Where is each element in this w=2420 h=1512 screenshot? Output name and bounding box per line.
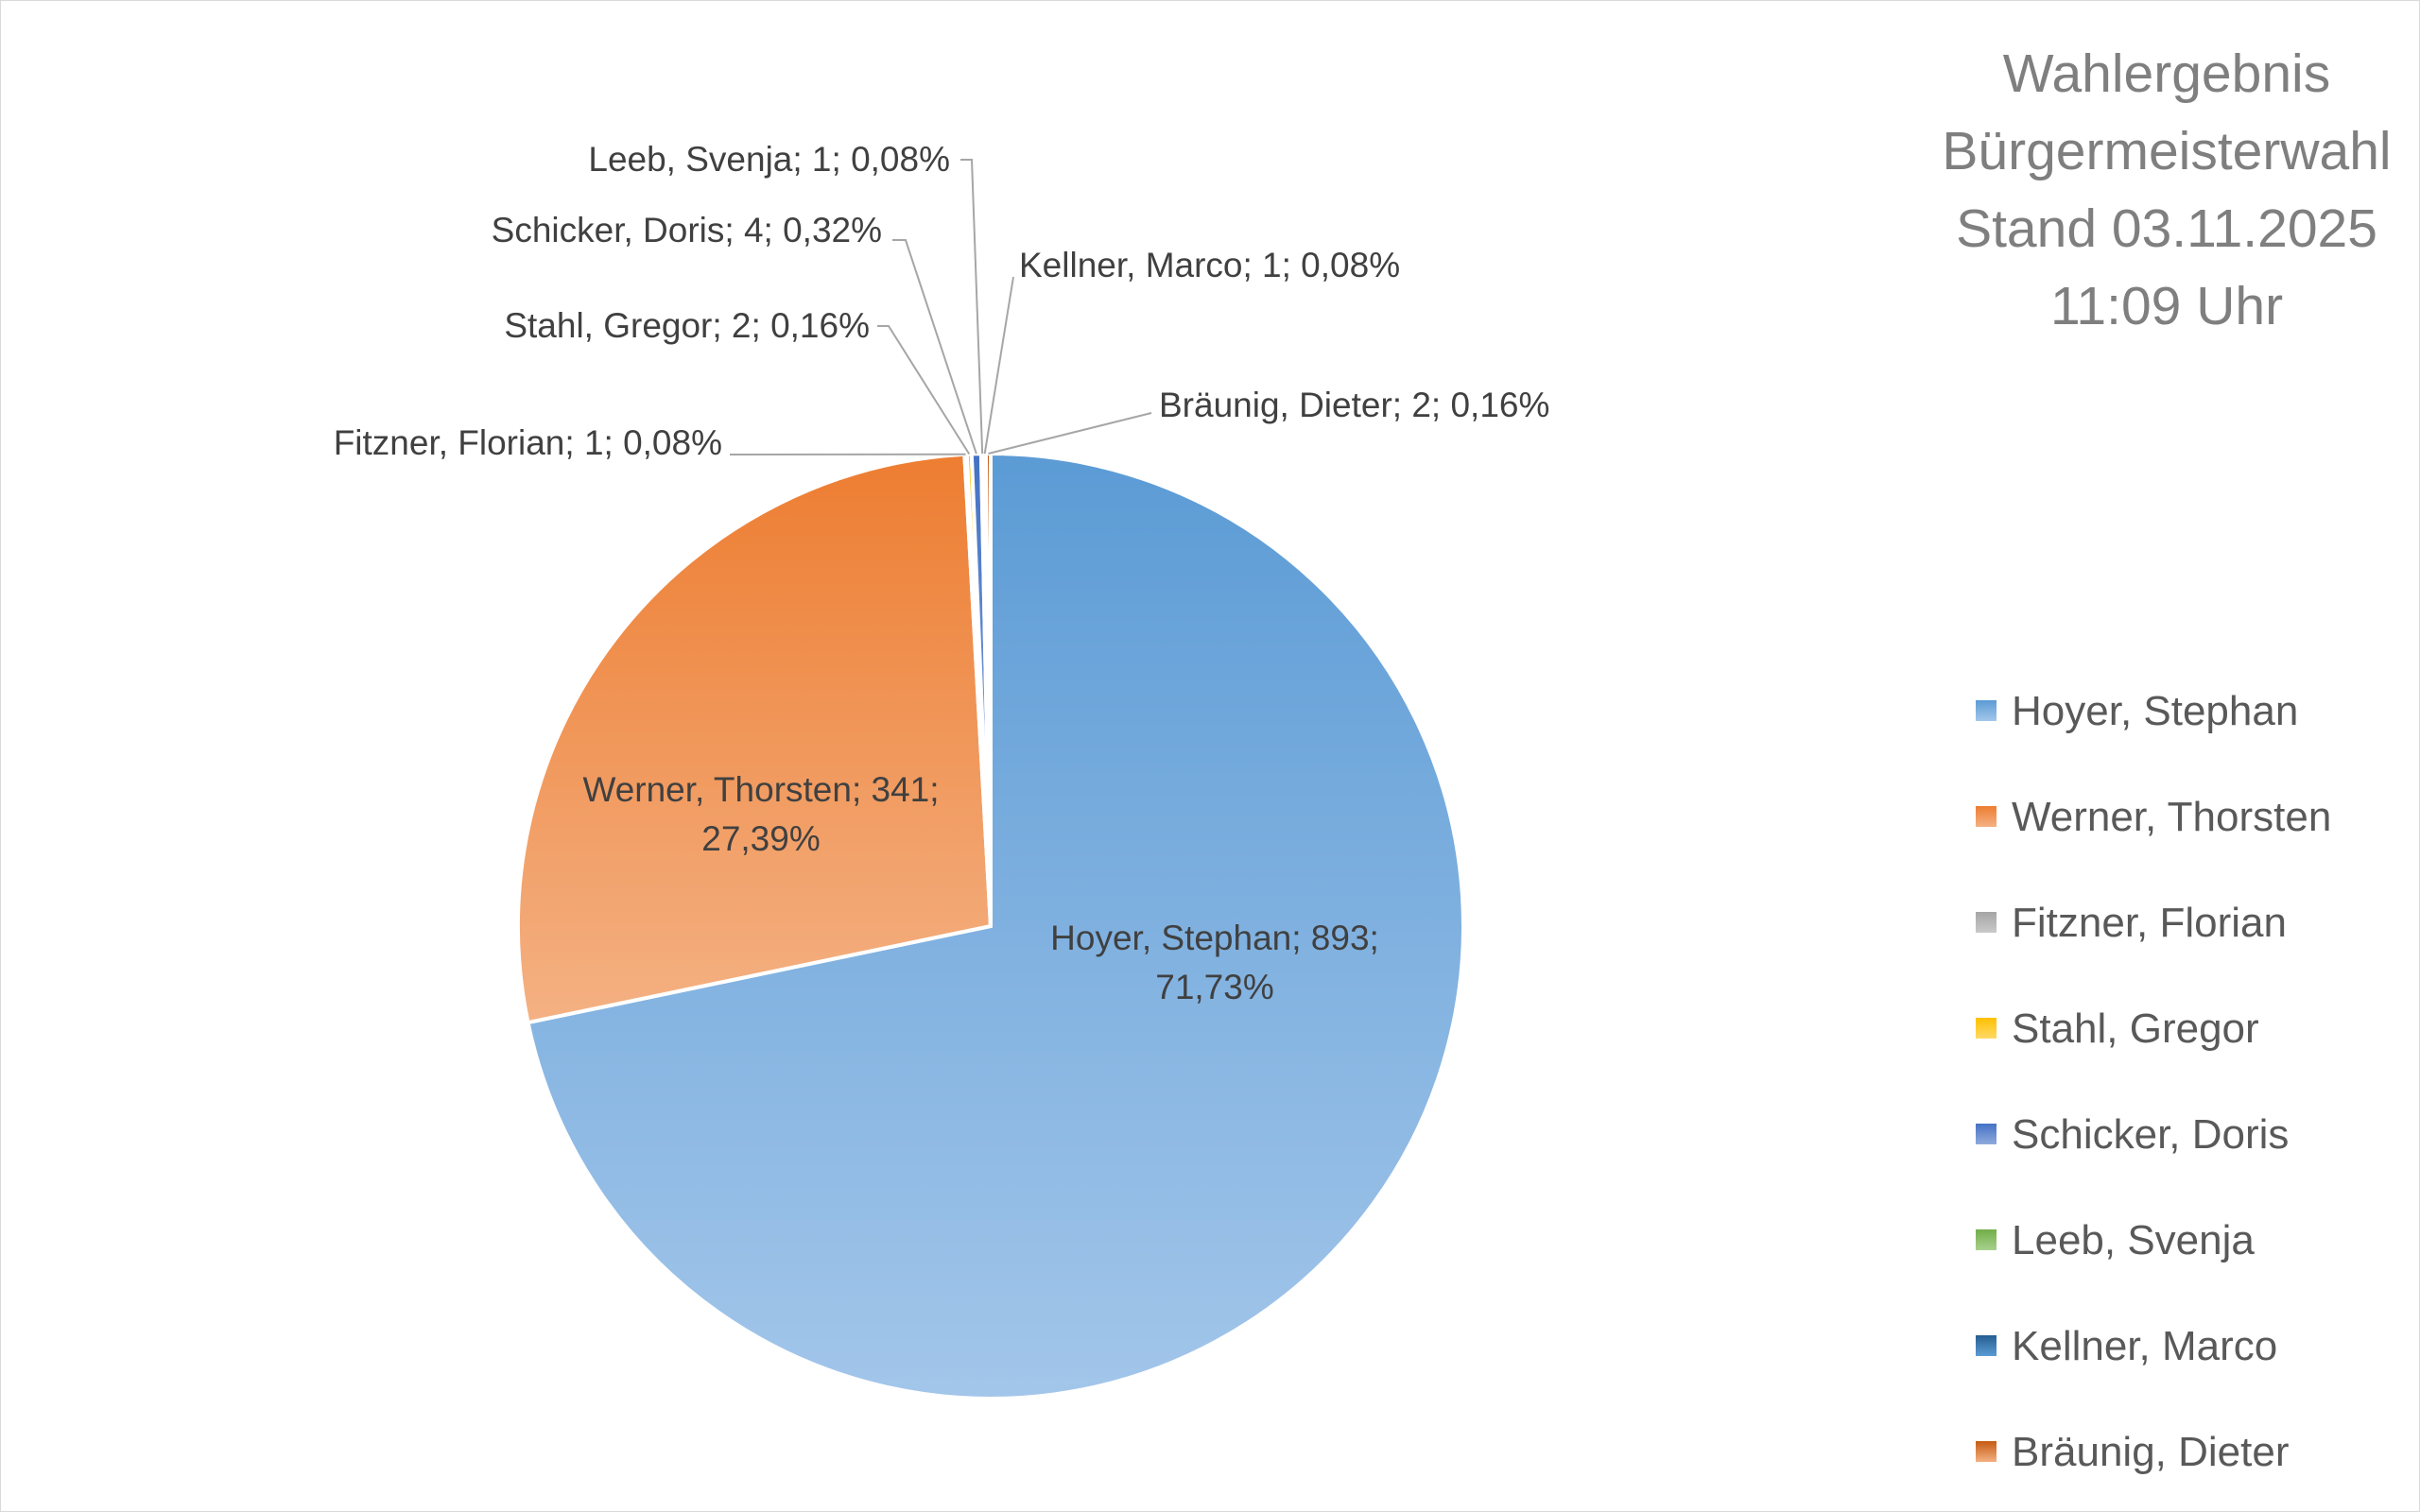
legend-swatch bbox=[1976, 1335, 1996, 1356]
leader-line-stahl-gregor bbox=[877, 325, 971, 455]
legend-swatch bbox=[1976, 1124, 1996, 1144]
chart-title-line: Stand 03.11.2025 bbox=[1956, 198, 2377, 259]
legend-item-werner-thorsten: Werner, Thorsten bbox=[1976, 794, 2331, 840]
leader-line-schicker-doris bbox=[892, 239, 977, 455]
legend-item-leeb-svenja: Leeb, Svenja bbox=[1976, 1217, 2255, 1263]
chart-title-line: Wahlergebnis bbox=[2003, 43, 2330, 104]
legend-label: Hoyer, Stephan bbox=[2012, 688, 2298, 734]
leader-line-kellner-marco bbox=[983, 276, 1014, 455]
chart-title-line: 11:09 Uhr bbox=[2050, 276, 2283, 336]
legend-label: Schicker, Doris bbox=[2012, 1111, 2289, 1158]
legend-item-stahl-gregor: Stahl, Gregor bbox=[1976, 1005, 2259, 1052]
legend-swatch bbox=[1976, 1229, 1996, 1250]
legend-label: Fitzner, Florian bbox=[2012, 900, 2287, 946]
data-label-hoyer-stephan: Hoyer, Stephan; 893; 71,73% bbox=[1050, 919, 1379, 1006]
legend-item-kellner-marco: Kellner, Marco bbox=[1976, 1323, 2277, 1369]
legend-label: Kellner, Marco bbox=[2012, 1323, 2277, 1369]
legend-swatch bbox=[1976, 1018, 1996, 1039]
legend: Hoyer, Stephan Werner, Thorsten Fitzner, F… bbox=[1976, 688, 2331, 1475]
data-label-schicker-doris: Schicker, Doris; 4; 0,32% bbox=[492, 211, 882, 249]
leader-lines bbox=[729, 159, 1152, 455]
leader-line-leeb-svenja bbox=[960, 159, 984, 455]
legend-label: Leeb, Svenja bbox=[2012, 1217, 2255, 1263]
data-label-leeb-svenja: Leeb, Svenja; 1; 0,08% bbox=[588, 140, 950, 179]
pie-slice-werner-thorsten bbox=[516, 452, 993, 1025]
legend-label: Werner, Thorsten bbox=[2012, 794, 2331, 840]
pie-slice-hoyer-stephan bbox=[526, 452, 1465, 1400]
legend-swatch bbox=[1976, 1441, 1996, 1462]
legend-swatch bbox=[1976, 700, 1996, 721]
data-label-kellner-marco: Kellner, Marco; 1; 0,08% bbox=[1019, 246, 1400, 284]
legend-label: Stahl, Gregor bbox=[2012, 1005, 2259, 1052]
data-label-fitzner-florian: Fitzner, Florian; 1; 0,08% bbox=[334, 423, 722, 462]
legend-label: Bräunig, Dieter bbox=[2012, 1429, 2289, 1475]
legend-item-fitzner-florian: Fitzner, Florian bbox=[1976, 900, 2287, 946]
data-labels: Hoyer, Stephan; 893; 71,73% Werner, Thorst… bbox=[334, 140, 1550, 1006]
legend-swatch bbox=[1976, 912, 1996, 933]
legend-item-hoyer-stephan: Hoyer, Stephan bbox=[1976, 688, 2298, 734]
data-label-stahl-gregor: Stahl, Gregor; 2; 0,16% bbox=[504, 306, 870, 345]
leader-line-braeunig-dieter bbox=[988, 412, 1152, 455]
data-label-braeunig-dieter: Bräunig, Dieter; 2; 0,16% bbox=[1159, 386, 1549, 424]
legend-item-schicker-doris: Schicker, Doris bbox=[1976, 1111, 2289, 1158]
chart-title: Wahlergebnis Bürgermeisterwahl Stand 03.11… bbox=[1942, 43, 2391, 336]
chart-title-line: Bürgermeisterwahl bbox=[1942, 121, 2391, 181]
legend-item-braeunig-dieter: Bräunig, Dieter bbox=[1976, 1429, 2289, 1475]
data-label-werner-thorsten: Werner, Thorsten; 341; 27,39% bbox=[582, 770, 939, 858]
pie-slices bbox=[516, 451, 1465, 1400]
legend-swatch bbox=[1976, 806, 1996, 827]
